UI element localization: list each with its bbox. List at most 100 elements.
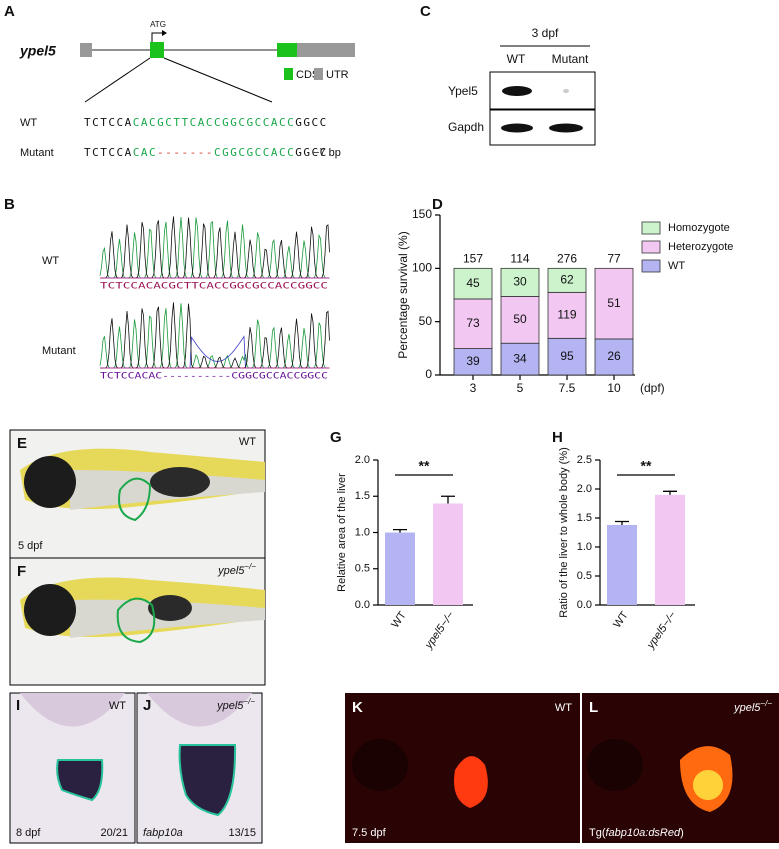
liver-outline bbox=[116, 597, 156, 644]
y-tick-label: 1.0 bbox=[577, 541, 592, 553]
panel-b: B WT Mutant TCTCCACACGCTTCACCGGCGCCACCGG… bbox=[4, 196, 330, 382]
chromatogram-trace bbox=[100, 302, 330, 369]
y-tick-label: 2.0 bbox=[355, 454, 370, 466]
liver-fluorescence bbox=[454, 756, 488, 808]
count-label: 119 bbox=[557, 307, 576, 321]
panel-label: I bbox=[16, 697, 20, 714]
bar-segment bbox=[453, 267, 493, 300]
y-tick-label: 2.5 bbox=[577, 454, 592, 466]
trace-sequence: TCTCCACACGCTTCACCGGCGCCACCGGCC bbox=[100, 282, 328, 292]
bar bbox=[655, 494, 685, 605]
y-axis-label: Ratio of the liver to whole body (%) bbox=[558, 447, 570, 618]
y-tick-label: 0.0 bbox=[355, 599, 370, 611]
swim-bladder bbox=[148, 595, 192, 621]
legend-label: UTR bbox=[326, 69, 349, 81]
chromatogram-trace bbox=[99, 217, 330, 279]
swim-bladder bbox=[150, 467, 210, 497]
panel-label: C bbox=[420, 3, 431, 20]
x-tick-label: 10 bbox=[607, 381, 621, 395]
bar-segment bbox=[500, 267, 540, 297]
band bbox=[502, 86, 532, 96]
legend-swatch bbox=[641, 240, 661, 254]
bar-segment bbox=[547, 291, 587, 339]
bar bbox=[433, 503, 463, 605]
y-tick-label: 1.0 bbox=[355, 526, 370, 538]
y-axis-label: Percentage survival (%) bbox=[396, 231, 410, 358]
count-label: 51 bbox=[607, 296, 621, 310]
row-label: Mutant bbox=[42, 345, 76, 357]
row-label: Gapdh bbox=[448, 120, 484, 134]
y-tick-label: 0.5 bbox=[355, 563, 370, 575]
total-label: 157 bbox=[463, 252, 483, 266]
y-tick-label: 50 bbox=[419, 314, 433, 328]
genotype-label: ypel5−/− bbox=[217, 562, 256, 577]
panel-label: G bbox=[330, 429, 342, 446]
row-label: Mutant bbox=[20, 147, 54, 159]
legend-label: WT bbox=[668, 260, 685, 272]
error-bar bbox=[663, 490, 677, 495]
count-label: 39 bbox=[466, 354, 480, 368]
bar bbox=[607, 524, 637, 605]
band bbox=[563, 89, 569, 93]
y-tick-label: 150 bbox=[412, 207, 432, 221]
count-label: 62 bbox=[560, 273, 574, 287]
band bbox=[549, 123, 583, 133]
genotype-label: ypel5−/− bbox=[216, 697, 255, 712]
genotype-label: WT bbox=[239, 436, 256, 448]
panel-label: D bbox=[432, 196, 443, 213]
panel-a: A ypel5 ATG CDS UTR WT TCTCCACACGCTTCACC… bbox=[4, 3, 355, 159]
bar-segment bbox=[453, 348, 493, 376]
legend-swatch bbox=[314, 68, 323, 80]
ratio-label: 20/21 bbox=[100, 827, 128, 839]
panel-k: K WT 7.5 dpf bbox=[345, 693, 580, 843]
lane-label: WT bbox=[507, 52, 526, 66]
row-label: WT bbox=[42, 255, 59, 267]
panel-f: F ypel5−/− bbox=[9, 557, 266, 686]
eye bbox=[587, 739, 643, 791]
x-tick-label: ypel5−/− bbox=[422, 609, 457, 652]
row-label: WT bbox=[20, 117, 37, 129]
panel-label: F bbox=[17, 563, 26, 580]
atg-arrow bbox=[151, 32, 164, 42]
stage-label: 7.5 dpf bbox=[352, 827, 387, 839]
error-bar bbox=[393, 528, 407, 533]
fish-eye bbox=[24, 584, 76, 636]
sequence: TCTCCACACGCTTCACCGGCGCCACCGGCC bbox=[84, 116, 328, 129]
legend-swatch bbox=[641, 221, 661, 235]
count-label: 26 bbox=[607, 349, 621, 363]
utr-box bbox=[80, 43, 92, 57]
x-tick-label: WT bbox=[389, 609, 409, 630]
legend-label: CDS bbox=[296, 69, 319, 81]
x-tick-label: 5 bbox=[517, 381, 524, 395]
atg-arrowhead bbox=[162, 30, 167, 36]
panel-l: L ypel5−/− Tg(fabp10a:dsRed) bbox=[582, 693, 779, 843]
genotype-label: WT bbox=[109, 700, 126, 712]
legend-label: Heterozygote bbox=[668, 241, 733, 253]
count-label: 45 bbox=[466, 276, 480, 290]
bar bbox=[385, 532, 415, 605]
panel-i: I WT 8 dpf 20/21 bbox=[9, 692, 136, 844]
bar-segment bbox=[453, 298, 493, 349]
y-tick-label: 0 bbox=[425, 367, 432, 381]
utr-box bbox=[297, 43, 355, 57]
y-tick-label: 100 bbox=[412, 261, 432, 275]
count-label: 34 bbox=[513, 351, 527, 365]
stage-label: 8 dpf bbox=[16, 827, 41, 839]
x-tick-label: ypel5−/− bbox=[644, 609, 679, 652]
stage-label: 3 dpf bbox=[532, 26, 559, 40]
significance: ** bbox=[641, 458, 652, 474]
y-tick-label: 0.5 bbox=[577, 570, 592, 582]
band bbox=[501, 123, 533, 133]
x-tick-label: WT bbox=[611, 609, 631, 630]
liver-core bbox=[693, 770, 723, 800]
atg-label: ATG bbox=[150, 20, 166, 29]
panel-c: C 3 dpf WT Mutant Ypel5 Gapdh bbox=[420, 3, 596, 146]
bar-segment bbox=[547, 267, 587, 293]
liver bbox=[56, 759, 104, 802]
x-unit-label: (dpf) bbox=[640, 381, 665, 395]
cds-box bbox=[277, 43, 297, 57]
liver bbox=[178, 744, 237, 817]
total-label: 114 bbox=[510, 252, 529, 266]
error-bar bbox=[615, 520, 629, 525]
